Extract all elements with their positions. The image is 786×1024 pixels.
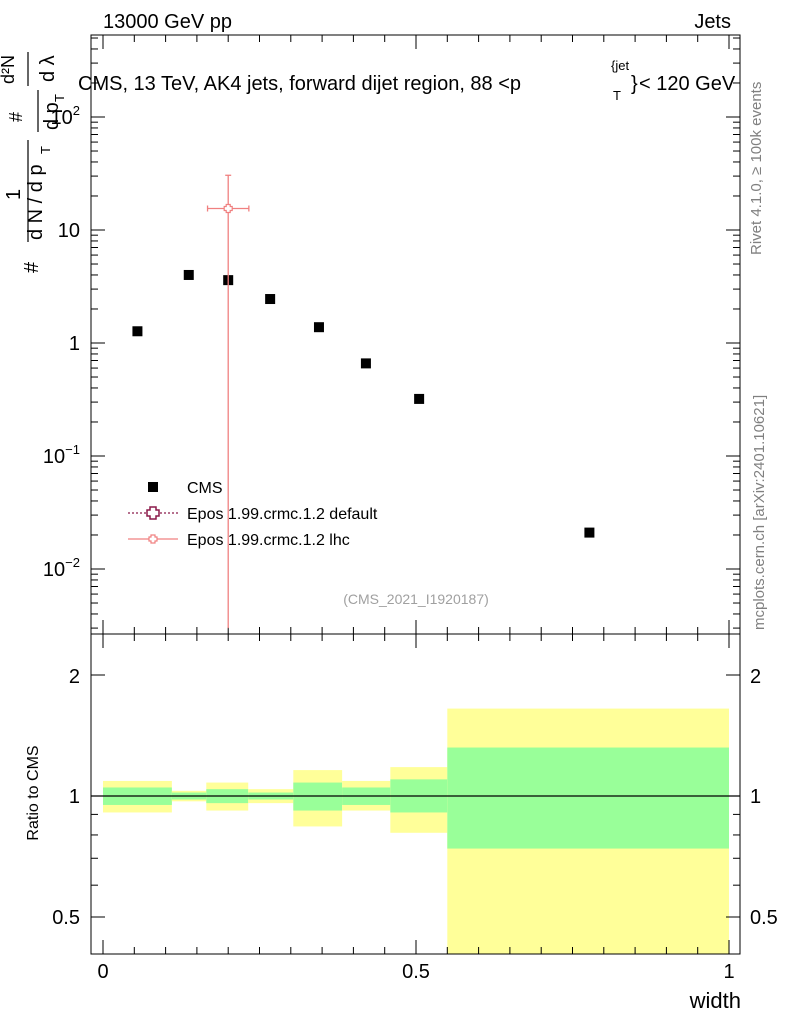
cms-point	[183, 269, 194, 280]
main-y-label: # d N / d p T 1 # d p T d²N d λ	[0, 52, 67, 273]
cms-point	[132, 326, 143, 337]
x-axis-label: width	[689, 988, 741, 1013]
rivet-label: Rivet 4.1.0, ≥ 100k events	[748, 82, 765, 255]
cms-point	[265, 294, 276, 305]
mcplots-label: mcplots.cern.ch [arXiv:2401.10621]	[751, 395, 768, 630]
plot-title-sup: {jet	[611, 58, 629, 73]
cms-point	[414, 393, 425, 404]
legend: CMS Epos 1.99.crmc.1.2 default Epos 1.99…	[128, 480, 378, 549]
ratio-stat-band	[447, 747, 729, 849]
xtick-label-0: 0	[97, 961, 108, 983]
plot-title-left: CMS, 13 TeV, AK4 jets, forward dijet reg…	[78, 73, 521, 95]
main-y-ticks	[91, 37, 740, 629]
ratio-x-ticks	[102, 634, 730, 954]
legend-label-epos-default: Epos 1.99.crmc.1.2 default	[187, 506, 378, 523]
ratio-ytick-label-1-left: 1	[69, 786, 80, 808]
main-plot: CMS, 13 TeV, AK4 jets, forward dijet reg…	[0, 34, 741, 635]
main-data-marks	[132, 174, 595, 629]
legend-marker-cms	[148, 482, 158, 492]
ylabel-den-frac-end: d λ	[37, 55, 59, 82]
energy-label: 13000 GeV pp	[103, 11, 232, 33]
ytick-sup-100: 2	[73, 103, 80, 118]
cms-point	[360, 358, 371, 369]
ratio-ytick-label-2-right: 2	[750, 666, 761, 688]
ratio-ytick-label-2-left: 2	[69, 666, 80, 688]
legend-label-epos-lhc: Epos 1.99.crmc.1.2 lhc	[187, 532, 350, 549]
legend-marker-epos-lhc	[148, 534, 158, 544]
ytick-label-0p1: 10−1	[43, 442, 80, 468]
ylabel-num-frac: d²N	[0, 55, 18, 84]
main-y-tick-labels: 102 10 1 10−1 10−2	[43, 103, 80, 581]
ratio-ytick-label-1-right: 1	[750, 786, 761, 808]
legend-label-cms: CMS	[187, 480, 223, 497]
ytick-label-100: 102	[51, 103, 80, 129]
ylabel-num-main: 1	[3, 189, 25, 200]
ratio-bands	[103, 708, 729, 954]
cms-point	[584, 527, 595, 538]
plot-title-right: < 120 GeV	[639, 73, 736, 95]
ytick-sup-0p1: −1	[65, 442, 80, 457]
ylabel-den-frac-bot-sub: T	[52, 94, 67, 102]
cms-point	[313, 322, 324, 333]
ratio-y-ticks	[91, 674, 740, 918]
ytick-label-1: 1	[69, 333, 80, 355]
ylabel-den-frac-bot: d p	[41, 102, 63, 130]
ratio-ytick-label-0p5-right: 0.5	[750, 907, 778, 929]
ytick-label-0p01: 10−2	[43, 555, 80, 581]
ylabel-den-sub: T	[38, 146, 53, 154]
ytick-sup-0p01: −2	[65, 555, 80, 570]
analysis-watermark: (CMS_2021_I1920187)	[343, 591, 489, 607]
ytick-label-10: 10	[58, 220, 80, 242]
plot-title-sub: T	[613, 88, 621, 103]
epos-lhc-point	[223, 203, 233, 214]
ratio-ytick-label-0p5-left: 0.5	[52, 907, 80, 929]
category-label: Jets	[694, 11, 731, 33]
ylabel-den-frac-top: #	[6, 112, 26, 122]
main-x-ticks	[102, 35, 730, 634]
ylabel-prefix: #	[21, 261, 43, 273]
legend-marker-epos-default	[146, 506, 160, 520]
xtick-label-1: 1	[723, 961, 734, 983]
ratio-plot: Ratio to CMS 2 1 0.5 2 1 0.5 0 0.5 1 wid…	[25, 633, 778, 1013]
plot-title: CMS, 13 TeV, AK4 jets, forward dijet reg…	[78, 73, 521, 95]
ylabel-den-main: d N / d p	[25, 164, 47, 240]
ratio-y-label: Ratio to CMS	[25, 745, 42, 840]
xtick-label-0p5: 0.5	[402, 961, 430, 983]
plot-title-close: }	[631, 73, 638, 95]
